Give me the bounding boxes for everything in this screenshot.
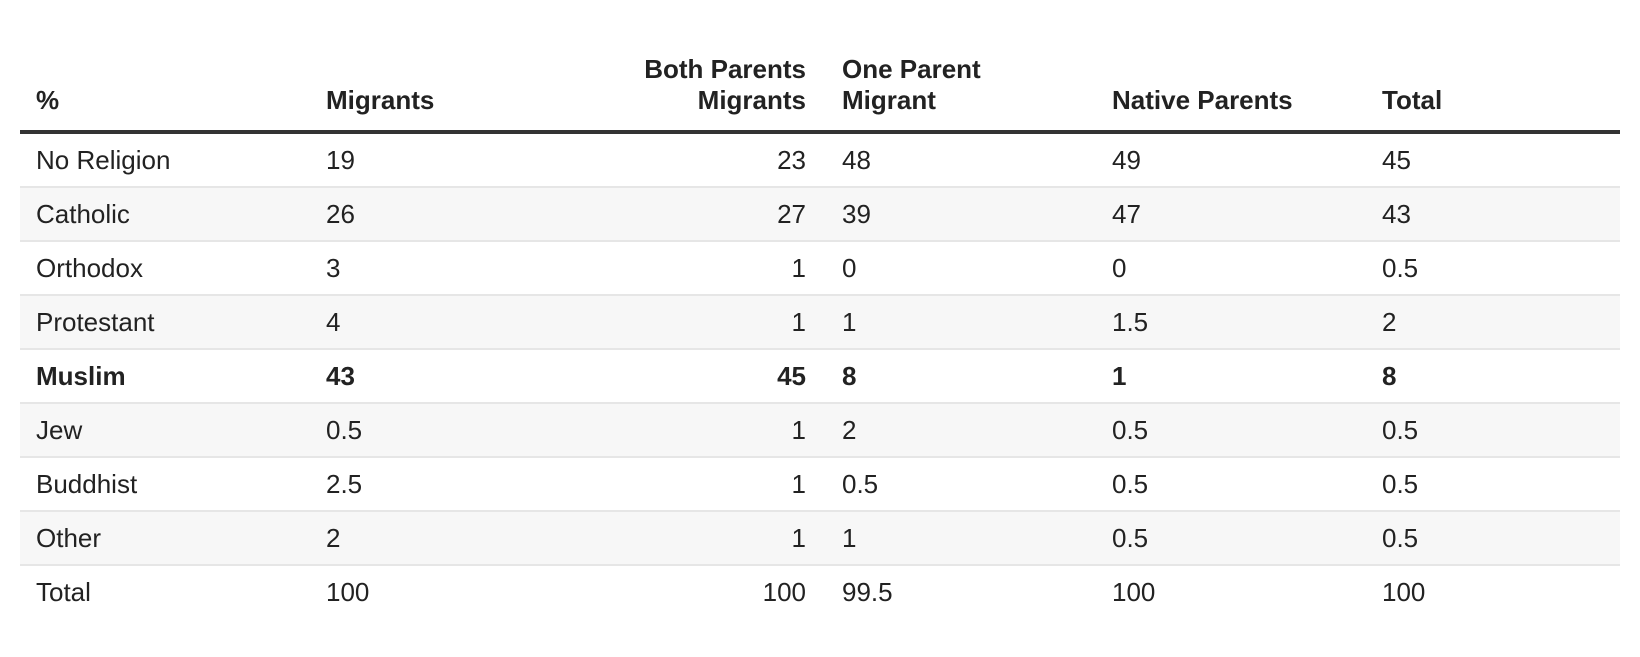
table-header: % Migrants Both Parents Migrants One Pare…: [20, 40, 1620, 134]
cell-total: 45: [1366, 132, 1620, 188]
header-one-parent-line1: One Parent: [842, 54, 981, 84]
table-row: Orthodox 3 1 0 0 0.5: [20, 241, 1620, 296]
row-label: Buddhist: [20, 457, 310, 512]
table-row: Buddhist 2.5 1 0.5 0.5 0.5: [20, 457, 1620, 512]
cell-native-parents: 100: [1112, 577, 1156, 607]
cell-native-parents: 1.5: [1096, 295, 1366, 350]
cell-total: 100: [1382, 577, 1426, 607]
cell-native-parents: 47: [1096, 187, 1366, 242]
table-body: No Religion 19 23 48 49 45 Catholic 26 27 39 47 43 O…: [20, 132, 1620, 618]
row-label: Catholic: [20, 187, 310, 242]
cell-one-parent-migrant: 48: [826, 132, 1096, 188]
table-row: No Religion 19 23 48 49 45: [20, 132, 1620, 188]
header-one-parent-migrant: One Parent Migrant: [826, 40, 1096, 134]
header-migrants: Migrants: [310, 40, 510, 134]
cell-both-parents-migrants: 1: [510, 295, 826, 350]
cell-both-parents-migrants: 1: [510, 511, 826, 566]
cell-native-parents: 0: [1096, 241, 1366, 296]
row-label: Other: [20, 511, 310, 566]
cell-total: 0.5: [1366, 241, 1620, 296]
cell-one-parent-migrant: 1: [826, 511, 1096, 566]
cell-both-parents-migrants: 27: [510, 187, 826, 242]
table-row: Other 2 1 1 0.5 0.5: [20, 511, 1620, 566]
header-total: Total: [1366, 40, 1620, 134]
cell-native-parents: 0.5: [1096, 403, 1366, 458]
row-label: Jew: [20, 403, 310, 458]
header-row: % Migrants Both Parents Migrants One Pare…: [20, 40, 1620, 134]
cell-both-parents-migrants: 1: [510, 403, 826, 458]
religion-by-migration-table: % Migrants Both Parents Migrants One Pare…: [20, 40, 1620, 618]
header-percent: %: [20, 40, 310, 134]
religion-table-container: % Migrants Both Parents Migrants One Pare…: [20, 40, 1620, 618]
cell-total: 2: [1366, 295, 1620, 350]
cell-one-parent-migrant: 1: [826, 295, 1096, 350]
cell-one-parent-migrant: 8: [826, 349, 1096, 404]
row-label: Muslim: [20, 349, 310, 404]
cell-one-parent-migrant: 39: [826, 187, 1096, 242]
cell-native-parents: 0.5: [1096, 511, 1366, 566]
cell-one-parent-migrant: 2: [826, 403, 1096, 458]
cell-one-parent-migrant: 99.5: [842, 577, 893, 607]
cell-total: 0.5: [1366, 403, 1620, 458]
cell-both-parents-migrants: 100: [762, 577, 806, 607]
table-row: Total 100 100 99.5 100 100: [20, 565, 1620, 618]
header-one-parent-line2: Migrant: [842, 85, 936, 115]
cell-native-parents: 1: [1096, 349, 1366, 404]
cell-native-parents: 0.5: [1096, 457, 1366, 512]
header-native-parents: Native Parents: [1096, 40, 1366, 134]
cell-migrants: 19: [310, 132, 510, 188]
cell-both-parents-migrants: 45: [510, 349, 826, 404]
cell-total: 43: [1366, 187, 1620, 242]
cell-total: 0.5: [1366, 457, 1620, 512]
cell-native-parents: 49: [1096, 132, 1366, 188]
cell-total: 8: [1366, 349, 1620, 404]
cell-both-parents-migrants: 1: [510, 457, 826, 512]
row-label: Total: [36, 577, 91, 607]
header-both-parents-line1: Both Parents: [644, 54, 806, 84]
row-label: Orthodox: [20, 241, 310, 296]
cell-both-parents-migrants: 23: [510, 132, 826, 188]
cell-one-parent-migrant: 0: [826, 241, 1096, 296]
cell-migrants: 0.5: [310, 403, 510, 458]
cell-total: 0.5: [1366, 511, 1620, 566]
cell-migrants: 26: [310, 187, 510, 242]
cell-migrants: 100: [326, 577, 370, 607]
cell-migrants: 4: [310, 295, 510, 350]
header-both-parents-line2: Migrants: [697, 85, 806, 115]
cell-migrants: 43: [310, 349, 510, 404]
table-row: Muslim 43 45 8 1 8: [20, 349, 1620, 404]
row-label: No Religion: [20, 132, 310, 188]
cell-one-parent-migrant: 0.5: [826, 457, 1096, 512]
table-row: Catholic 26 27 39 47 43: [20, 187, 1620, 242]
cell-migrants: 2.5: [310, 457, 510, 512]
table-row: Protestant 4 1 1 1.5 2: [20, 295, 1620, 350]
cell-both-parents-migrants: 1: [510, 241, 826, 296]
row-label: Protestant: [20, 295, 310, 350]
table-row: Jew 0.5 1 2 0.5 0.5: [20, 403, 1620, 458]
cell-migrants: 2: [310, 511, 510, 566]
cell-migrants: 3: [310, 241, 510, 296]
header-both-parents-migrants: Both Parents Migrants: [510, 40, 826, 134]
